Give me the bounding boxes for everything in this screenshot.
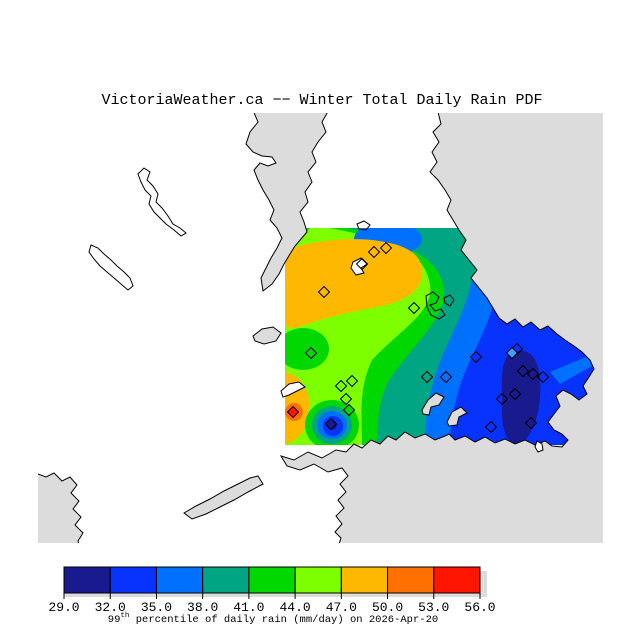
lake-outline-south [88, 244, 134, 291]
water-saanich-inlet [245, 113, 328, 292]
map-area [38, 113, 603, 543]
colorbar-ticks [63, 588, 481, 599]
colorbar-segment [387, 566, 435, 594]
station-marker [355, 257, 369, 271]
station-marker [516, 364, 530, 378]
figure-title: VictoriaWeather.ca −− Winter Total Daily… [101, 92, 542, 109]
colorbar-outline [63, 566, 481, 594]
colorbar-tick-label: 56.0 [464, 600, 495, 615]
contour-green-dip [285, 328, 329, 370]
station-marker [510, 342, 524, 356]
station-marker [286, 405, 300, 419]
colorbar-segment [109, 566, 157, 594]
colorbar-segment [63, 566, 111, 594]
contour-53-56-spot [288, 407, 298, 417]
station-marker [469, 350, 483, 364]
colorbar-tick-labels: 29.0 32.0 35.0 38.0 41.0 44.0 47.0 50.0 53.0 56.0 [48, 600, 495, 615]
island-outline-top [356, 220, 371, 231]
colorbar-tick-label: 47.0 [326, 600, 357, 615]
colorbar-caption: 99th percentile of daily rain (mm/day) o… [108, 612, 438, 626]
station-marker [536, 370, 550, 384]
islet-outline-south [534, 440, 544, 453]
water-finlayson-arm [252, 326, 282, 345]
colorbar-tick-label: 53.0 [418, 600, 449, 615]
station-marker [495, 392, 509, 406]
station-marker [345, 374, 359, 388]
contour-47-50-amber-blob [285, 239, 423, 328]
water-straits [279, 113, 603, 543]
water-victoria-harbour [446, 406, 468, 427]
water-esquimalt-harbour [421, 392, 445, 416]
lake-outline-sw [280, 381, 306, 398]
colorbar-tick-label: 50.0 [372, 600, 403, 615]
colorbar-tick-label: 32.0 [95, 600, 126, 615]
station-marker [420, 370, 434, 384]
station-markers [286, 241, 550, 434]
station-marker [334, 379, 348, 393]
colorbar-segment [202, 566, 250, 594]
colorbar-segments [63, 566, 481, 594]
island-outline-sidney [425, 291, 446, 320]
colorbar-tick-label: 44.0 [280, 600, 311, 615]
colorbar-tick-label: 35.0 [141, 600, 172, 615]
colorbar-segment [294, 566, 342, 594]
contour-cape-sliver [550, 356, 592, 384]
station-marker [524, 416, 538, 430]
contour-29-32-core [501, 350, 541, 444]
island-outline-small [443, 294, 455, 307]
station-marker [379, 241, 393, 255]
station-marker [508, 387, 522, 401]
station-marker [367, 245, 381, 259]
colorbar-tick-label: 41.0 [233, 600, 264, 615]
station-marker [324, 417, 338, 431]
station-marker [342, 403, 356, 417]
colorbar-tick-label: 29.0 [48, 600, 79, 615]
colorbar-segment [248, 566, 296, 594]
colorbar: 29.0 32.0 35.0 38.0 41.0 44.0 47.0 50.0 53.0 56.0… [48, 566, 496, 626]
water-sw-corner [38, 472, 84, 543]
lake-outline-north [137, 167, 187, 237]
colorbar-segment [155, 566, 204, 594]
water-sooke-basin [183, 475, 264, 520]
colorbar-tick-label: 38.0 [187, 600, 218, 615]
station-marker [526, 367, 540, 381]
station-marker [484, 420, 498, 434]
colorbar-segment [340, 566, 389, 594]
station-marker-filled [505, 346, 519, 360]
colorbar-segment [433, 566, 481, 594]
station-marker [317, 285, 331, 299]
station-marker [339, 392, 353, 406]
station-marker [304, 346, 318, 360]
station-marker [439, 370, 453, 384]
station-marker [407, 301, 421, 315]
